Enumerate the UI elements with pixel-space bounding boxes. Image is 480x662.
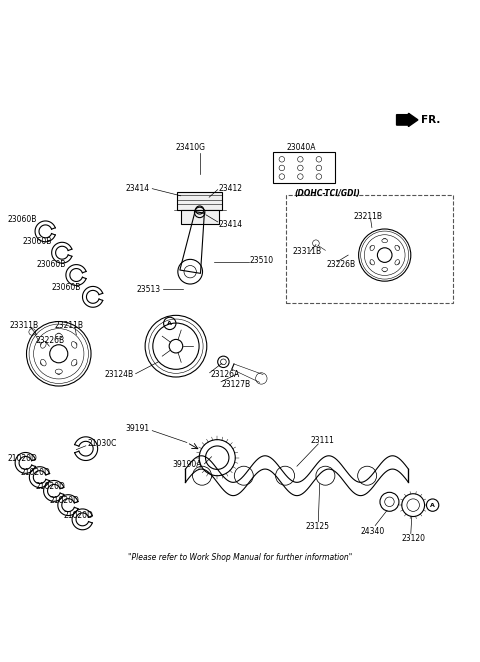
Text: 23211B: 23211B bbox=[354, 212, 383, 220]
Bar bbox=[177, 192, 222, 210]
Text: 23125: 23125 bbox=[305, 522, 329, 531]
Text: 23410G: 23410G bbox=[175, 142, 205, 152]
Text: 21020D: 21020D bbox=[35, 482, 65, 491]
Text: 24340: 24340 bbox=[361, 527, 385, 536]
Text: 21030C: 21030C bbox=[87, 440, 117, 448]
FancyArrow shape bbox=[396, 113, 418, 126]
Text: 23120: 23120 bbox=[401, 534, 425, 544]
Text: A: A bbox=[168, 321, 172, 326]
Ellipse shape bbox=[382, 239, 387, 243]
Text: 21020D: 21020D bbox=[63, 510, 94, 520]
Ellipse shape bbox=[395, 260, 399, 265]
Text: 23060B: 23060B bbox=[23, 237, 52, 246]
Text: 23311B: 23311B bbox=[292, 247, 321, 256]
Text: A: A bbox=[430, 502, 435, 508]
Text: (DOHC-TCI/GDI): (DOHC-TCI/GDI) bbox=[295, 189, 360, 198]
Text: 23311B: 23311B bbox=[10, 321, 39, 330]
Ellipse shape bbox=[382, 267, 387, 271]
Text: 23414: 23414 bbox=[219, 220, 243, 229]
Text: FR.: FR. bbox=[421, 115, 441, 125]
Text: 23127B: 23127B bbox=[222, 379, 251, 389]
Text: 23510: 23510 bbox=[250, 256, 274, 265]
Ellipse shape bbox=[72, 342, 77, 348]
Text: 23060B: 23060B bbox=[51, 283, 81, 292]
Ellipse shape bbox=[55, 369, 62, 374]
Bar bbox=[273, 152, 335, 183]
Text: 23040A: 23040A bbox=[287, 142, 316, 152]
Ellipse shape bbox=[395, 245, 399, 251]
Text: 21020D: 21020D bbox=[49, 496, 79, 505]
Text: 23211B: 23211B bbox=[54, 321, 83, 330]
Bar bbox=[180, 210, 219, 224]
Text: 23124B: 23124B bbox=[104, 370, 133, 379]
Text: 39190A: 39190A bbox=[172, 460, 202, 469]
Text: 23111: 23111 bbox=[310, 436, 334, 445]
Text: 23060B: 23060B bbox=[8, 215, 37, 224]
Ellipse shape bbox=[41, 359, 46, 366]
Text: 23126A: 23126A bbox=[211, 370, 240, 379]
Text: 23226B: 23226B bbox=[326, 260, 356, 269]
Text: 23060B: 23060B bbox=[37, 260, 66, 269]
Ellipse shape bbox=[370, 260, 374, 265]
Text: 23414: 23414 bbox=[126, 184, 150, 193]
Ellipse shape bbox=[370, 245, 374, 251]
Text: 23412: 23412 bbox=[219, 184, 243, 193]
Ellipse shape bbox=[55, 334, 62, 338]
Text: 21020D: 21020D bbox=[21, 468, 51, 477]
Text: 23226B: 23226B bbox=[35, 336, 64, 345]
Text: 39191: 39191 bbox=[126, 424, 150, 433]
Ellipse shape bbox=[72, 359, 77, 366]
Text: "Please refer to Work Shop Manual for further information": "Please refer to Work Shop Manual for fu… bbox=[128, 553, 352, 562]
Bar bbox=[287, 195, 453, 303]
Ellipse shape bbox=[41, 342, 46, 348]
Text: 23513: 23513 bbox=[136, 285, 160, 294]
Text: 21020D: 21020D bbox=[8, 453, 37, 463]
